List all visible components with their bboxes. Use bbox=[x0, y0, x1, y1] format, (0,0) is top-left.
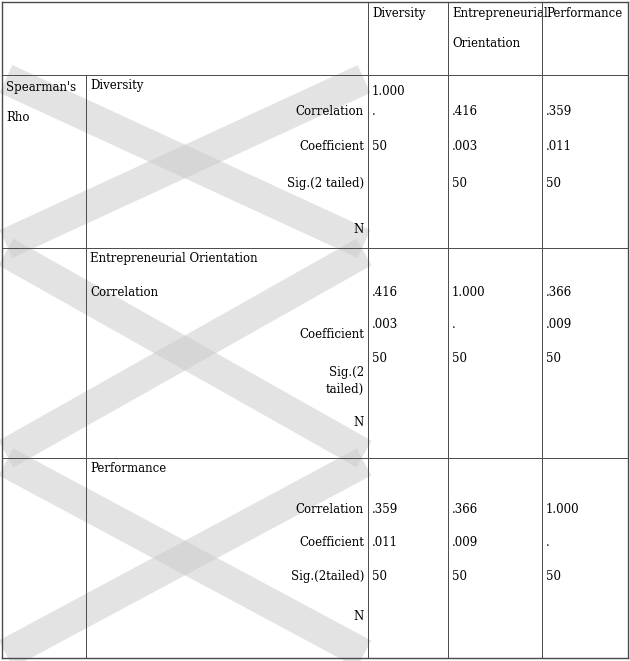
Text: .011: .011 bbox=[546, 140, 572, 153]
Text: Correlation: Correlation bbox=[90, 286, 158, 299]
Text: Performance: Performance bbox=[546, 7, 622, 20]
Text: 50: 50 bbox=[546, 570, 561, 583]
Text: Performance: Performance bbox=[90, 462, 166, 475]
Text: 50: 50 bbox=[546, 177, 561, 190]
Text: 50: 50 bbox=[452, 570, 467, 583]
Text: 50: 50 bbox=[372, 570, 387, 583]
Text: 50: 50 bbox=[452, 177, 467, 190]
Text: 1.000: 1.000 bbox=[372, 85, 406, 98]
Text: 1.000: 1.000 bbox=[452, 286, 486, 299]
Text: Coefficient: Coefficient bbox=[299, 140, 364, 153]
Text: N: N bbox=[354, 610, 364, 623]
Text: .359: .359 bbox=[546, 105, 572, 118]
Text: .: . bbox=[452, 318, 455, 331]
Text: Correlation: Correlation bbox=[296, 105, 364, 118]
Text: Sig.(2 tailed): Sig.(2 tailed) bbox=[287, 177, 364, 190]
Text: Diversity: Diversity bbox=[90, 79, 144, 92]
Text: .: . bbox=[546, 536, 550, 549]
Text: tailed): tailed) bbox=[326, 383, 364, 396]
Text: Diversity: Diversity bbox=[372, 7, 425, 20]
Text: .416: .416 bbox=[452, 105, 478, 118]
Text: .009: .009 bbox=[546, 318, 572, 331]
Text: .359: .359 bbox=[372, 503, 398, 516]
Text: .011: .011 bbox=[372, 536, 398, 549]
Text: .366: .366 bbox=[546, 286, 572, 299]
Text: Coefficient: Coefficient bbox=[299, 536, 364, 549]
Text: .003: .003 bbox=[372, 318, 398, 331]
Text: Sig.(2: Sig.(2 bbox=[329, 366, 364, 379]
Text: 1.000: 1.000 bbox=[546, 503, 580, 516]
Text: Correlation: Correlation bbox=[296, 503, 364, 516]
Text: .003: .003 bbox=[452, 140, 478, 153]
Text: 50: 50 bbox=[546, 352, 561, 365]
Text: .416: .416 bbox=[372, 286, 398, 299]
Text: Coefficient: Coefficient bbox=[299, 328, 364, 341]
Text: .: . bbox=[372, 105, 375, 118]
Text: .009: .009 bbox=[452, 536, 478, 549]
Text: 50: 50 bbox=[372, 352, 387, 365]
Text: N: N bbox=[354, 416, 364, 429]
Text: 50: 50 bbox=[372, 140, 387, 153]
Text: 50: 50 bbox=[452, 352, 467, 365]
Text: .366: .366 bbox=[452, 503, 478, 516]
Text: Entrepreneurial Orientation: Entrepreneurial Orientation bbox=[90, 252, 258, 265]
Text: Spearman's

Rho: Spearman's Rho bbox=[6, 81, 76, 124]
Text: N: N bbox=[354, 223, 364, 236]
Text: Sig.(2tailed): Sig.(2tailed) bbox=[290, 570, 364, 583]
Text: Entrepreneurial

Orientation: Entrepreneurial Orientation bbox=[452, 7, 547, 50]
